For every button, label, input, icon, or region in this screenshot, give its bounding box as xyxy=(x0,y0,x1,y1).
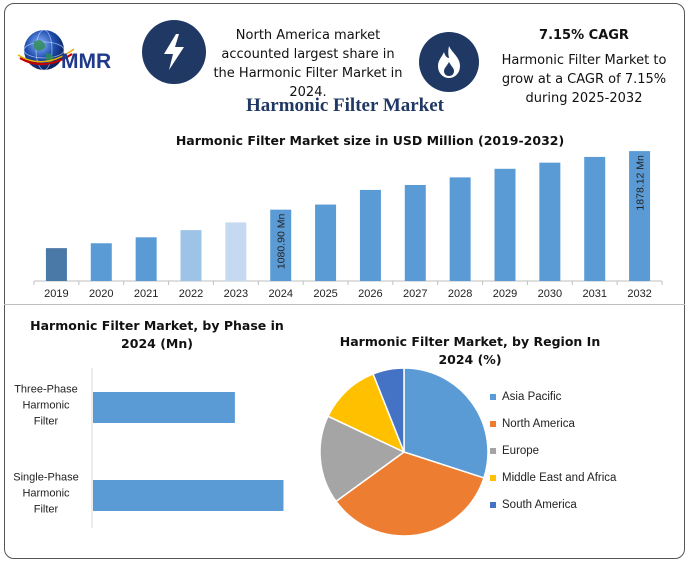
lightning-badge xyxy=(142,20,206,84)
bar-2022 xyxy=(180,230,202,281)
phase-chart-title: Harmonic Filter Market, by Phase in 2024… xyxy=(30,318,284,351)
legend-label-0: Asia Pacific xyxy=(502,391,562,403)
na-share-text: North America market accounted largest s… xyxy=(213,28,403,100)
pie-slice-1 xyxy=(334,451,485,537)
x-tick-label-2030: 2030 xyxy=(538,288,562,300)
pie-slice-2 xyxy=(319,415,406,503)
data-label-2032: 1878.12 Mn xyxy=(635,155,647,211)
phase-bar-1 xyxy=(93,480,284,511)
pie-slice-4 xyxy=(372,367,405,453)
bar-chart-title: Harmonic Filter Market size in USD Milli… xyxy=(175,133,565,148)
x-tick-label-2032: 2032 xyxy=(627,288,651,300)
x-tick-label-2024: 2024 xyxy=(268,288,292,300)
bar-2024 xyxy=(270,209,292,281)
x-tick-label-2031: 2031 xyxy=(582,288,606,300)
x-tick-label-2027: 2027 xyxy=(403,288,427,300)
flame-badge xyxy=(419,32,479,92)
cagr-title: 7.15% CAGR xyxy=(539,28,629,43)
legend-swatch-4 xyxy=(490,502,496,508)
main-title: Harmonic Filter Market xyxy=(245,95,445,116)
legend-label-4: South America xyxy=(502,499,577,511)
bar-2020 xyxy=(90,243,112,281)
section-divider xyxy=(4,304,685,305)
legend-swatch-0 xyxy=(490,394,496,400)
phase-label-0: Three-Phase Harmonic Filter xyxy=(14,384,78,428)
region-chart-title: Harmonic Filter Market, by Region In 202… xyxy=(339,334,601,367)
x-tick-label-2022: 2022 xyxy=(179,288,203,300)
pie-slice-3 xyxy=(326,372,406,454)
region-pie-chart xyxy=(319,367,489,537)
market-size-bar-chart: 2019 2020 2021 2022 2023 2024 1080.90 Mn 2025 20… xyxy=(33,151,663,300)
phase-bar-chart: Three-Phase Harmonic Filter Single-Phase Har… xyxy=(13,368,284,528)
bar-2021 xyxy=(135,237,157,281)
pie-slice-0 xyxy=(403,367,489,479)
mmr-logo: MMR xyxy=(17,29,111,73)
cagr-block: 7.15% CAGR Harmonic Filter Market to gro… xyxy=(486,26,682,108)
phase-label-1: Single-Phase Harmonic Filter xyxy=(13,472,78,516)
legend-swatch-1 xyxy=(490,421,496,427)
globe-icon xyxy=(17,29,75,71)
legend-swatch-2 xyxy=(490,448,496,454)
data-label-2024: 1080.90 Mn xyxy=(276,214,288,270)
bar-2029 xyxy=(494,168,516,281)
lightning-icon xyxy=(164,34,184,70)
legend-swatch-3 xyxy=(490,475,496,481)
legend-label-1: North America xyxy=(502,418,575,430)
x-tick-label-2021: 2021 xyxy=(134,288,158,300)
flame-icon xyxy=(438,46,460,78)
legend-label-2: Europe xyxy=(502,445,539,457)
bar-2032 xyxy=(629,151,651,281)
legend-label-3: Middle East and Africa xyxy=(502,472,617,484)
logo-text: MMR xyxy=(61,50,111,73)
bar-2026 xyxy=(359,189,381,281)
bar-2030 xyxy=(539,162,561,281)
bar-2027 xyxy=(404,184,426,281)
x-tick-label-2025: 2025 xyxy=(313,288,337,300)
phase-bar-0 xyxy=(93,392,235,423)
region-legend: Asia Pacific North America Europe Middle Ea… xyxy=(490,391,617,511)
x-tick-label-2020: 2020 xyxy=(89,288,113,300)
x-tick-label-2019: 2019 xyxy=(44,288,68,300)
cagr-text: Harmonic Filter Market to grow at a CAGR… xyxy=(501,53,667,106)
bar-2031 xyxy=(584,156,606,281)
bar-2025 xyxy=(315,204,337,281)
x-tick-label-2023: 2023 xyxy=(224,288,248,300)
x-tick-label-2029: 2029 xyxy=(493,288,517,300)
bar-2028 xyxy=(449,177,471,281)
x-tick-label-2028: 2028 xyxy=(448,288,472,300)
x-tick-label-2026: 2026 xyxy=(358,288,382,300)
bar-2019 xyxy=(45,248,67,281)
bar-2023 xyxy=(225,222,247,281)
